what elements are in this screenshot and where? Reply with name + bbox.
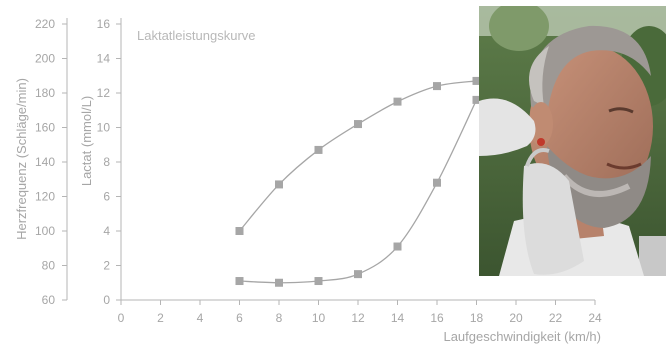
hr-tick-label: 160 (35, 121, 55, 135)
x-tick-label: 12 (351, 311, 365, 325)
lactate-tick-label: 0 (103, 293, 110, 307)
x-tick-label: 10 (312, 311, 326, 325)
hr-tick-label: 220 (35, 17, 55, 31)
x-tick-label: 6 (236, 311, 243, 325)
lactate-axis-label: Lactat (mmol/L) (79, 96, 94, 186)
lactate-point (275, 278, 283, 287)
hr-tick-label: 60 (42, 293, 56, 307)
x-tick-label: 0 (118, 311, 125, 325)
lactate-point (433, 178, 441, 187)
chart-title: Laktatleistungskurve (137, 28, 256, 43)
x-tick-label: 18 (470, 311, 484, 325)
hr-tick-label: 100 (35, 224, 55, 238)
x-tick-label: 2 (157, 311, 164, 325)
hr-axis-label: Herzfrequenz (Schläge/min) (14, 78, 29, 240)
lactate-point (235, 277, 244, 286)
athlete-photo (479, 6, 666, 276)
lactate-axis-ticks: 0 2 4 6 8 10 12 14 16 (97, 17, 121, 307)
heart-rate-point (433, 82, 441, 91)
x-tick-label: 22 (549, 311, 563, 325)
x-tick-label: 20 (509, 311, 523, 325)
lactate-tick-label: 10 (97, 121, 111, 135)
series-layer (235, 76, 481, 287)
lactate-tick-label: 14 (97, 52, 111, 66)
x-axis-label: Laufgeschwindigkeit (km/h) (443, 329, 601, 344)
x-tick-label: 4 (197, 311, 204, 325)
lactate-point (393, 242, 402, 251)
heart-rate-point (314, 145, 323, 154)
x-tick-label: 8 (276, 311, 283, 325)
heart-rate-curve (239, 80, 477, 232)
hr-tick-label: 120 (35, 190, 55, 204)
lactate-tick-label: 8 (103, 155, 110, 169)
lactate-tick-label: 12 (97, 86, 111, 100)
lactate-point (354, 270, 362, 279)
hr-tick-label: 80 (42, 259, 56, 273)
heart-rate-point (235, 227, 244, 235)
x-tick-label: 14 (391, 311, 405, 325)
x-tick-label: 16 (430, 311, 444, 325)
lactate-tick-label: 6 (103, 190, 110, 204)
x-axis-ticks: 0 2 4 6 8 10 12 14 16 18 20 22 24 (118, 300, 602, 325)
heart-rate-point (472, 76, 481, 85)
heart-rate-point (354, 120, 362, 129)
x-tick-label: 24 (588, 311, 602, 325)
heart-rate-point (393, 97, 402, 106)
lactate-point (472, 95, 481, 104)
man-ear-sample-image (479, 6, 666, 276)
heart-rate-point (275, 180, 283, 189)
lactate-tick-label: 4 (103, 224, 110, 238)
lactate-tick-label: 16 (97, 17, 111, 31)
hr-axis-ticks: 60 80 100 120 140 160 180 200 220 (35, 17, 67, 307)
lactate-point (314, 277, 323, 286)
hr-tick-label: 180 (35, 86, 55, 100)
hr-tick-label: 140 (35, 155, 55, 169)
lactate-tick-label: 2 (103, 259, 110, 273)
hr-tick-label: 200 (35, 52, 55, 66)
